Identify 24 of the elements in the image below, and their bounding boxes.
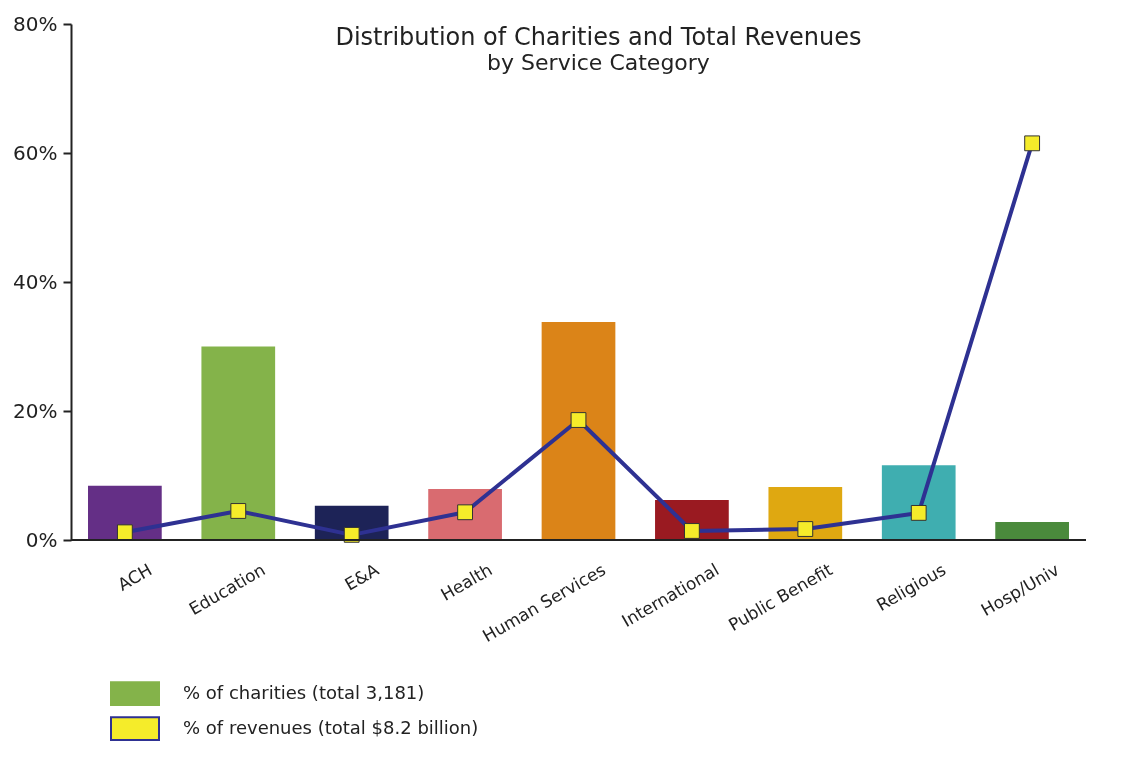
point xyxy=(457,504,474,521)
bar xyxy=(541,321,616,540)
y-tick-label: 40% xyxy=(13,269,58,294)
y-tick-label: 80% xyxy=(13,11,58,36)
point xyxy=(570,412,587,428)
y-tick-label: 20% xyxy=(13,398,58,423)
legend-label: % of charities (total 3,181) xyxy=(183,681,425,703)
chart-title: Distribution of Charities and Total Revenues xyxy=(335,23,862,51)
bar xyxy=(995,521,1069,540)
bar xyxy=(881,465,956,540)
x-tick-label: E&A xyxy=(341,559,383,595)
point xyxy=(343,526,360,543)
point xyxy=(230,503,247,519)
bar xyxy=(201,346,276,540)
x-tick-label: ACH xyxy=(114,559,156,595)
point xyxy=(910,504,927,521)
point xyxy=(116,524,133,541)
y-tick-label: 0% xyxy=(25,527,58,552)
point xyxy=(683,523,700,539)
point xyxy=(797,521,814,537)
point xyxy=(1024,135,1041,152)
text: by Service Category xyxy=(487,50,710,75)
y-tick-label: 60% xyxy=(13,140,58,165)
legend-label: % of revenues (total $8.2 billion) xyxy=(183,716,479,738)
